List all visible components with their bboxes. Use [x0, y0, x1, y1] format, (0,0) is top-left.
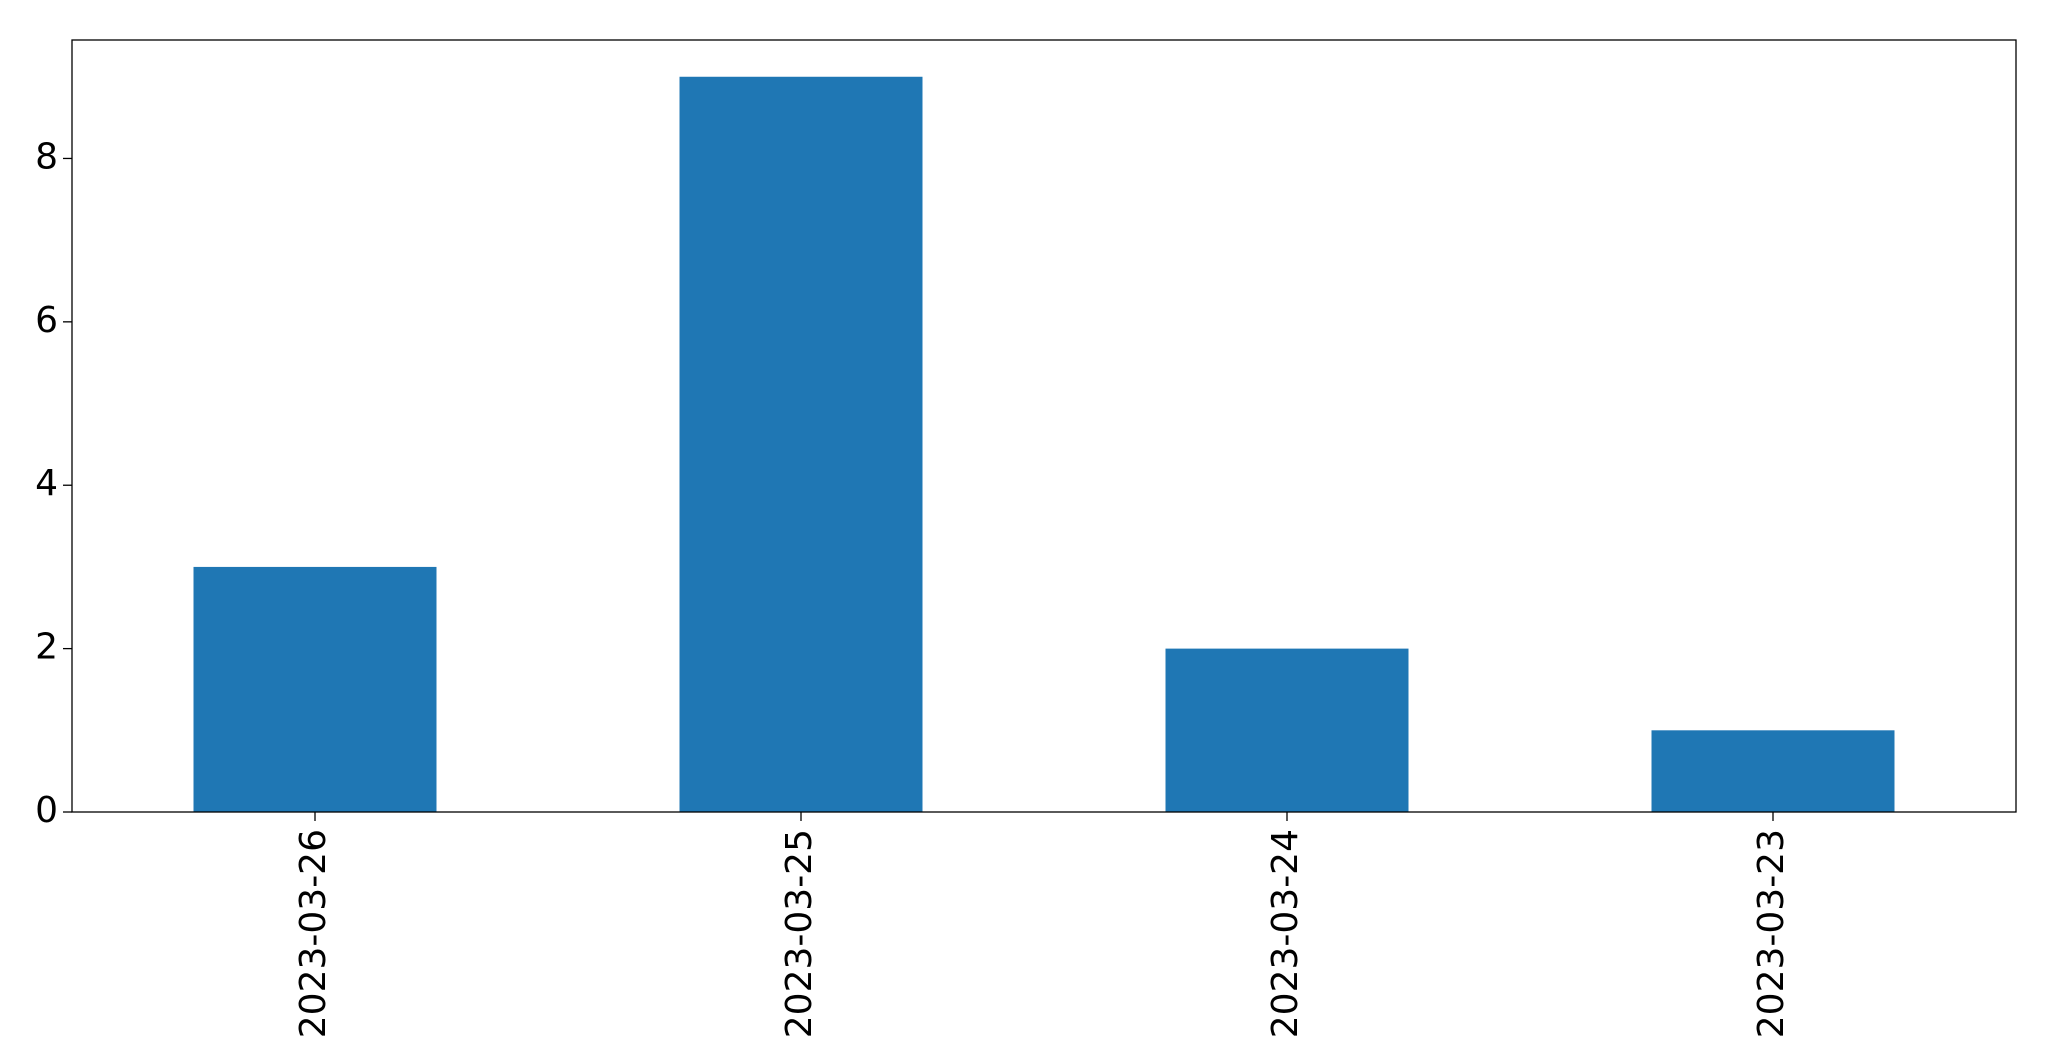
y-tick-label: 2 [35, 627, 58, 668]
y-tick-label: 0 [35, 790, 58, 831]
bar-2023-03-25 [679, 76, 923, 812]
x-axis: 2023-03-26 2023-03-25 2023-03-24 2023-03-23 [293, 812, 1792, 1038]
plot-frame [71, 39, 2017, 813]
x-tick-label: 2023-03-25 [779, 829, 820, 1038]
x-tick-label: 2023-03-26 [293, 829, 334, 1038]
y-tick-label: 4 [35, 463, 58, 504]
x-tick-label: 2023-03-24 [1265, 829, 1306, 1038]
bar-2023-03-23 [1651, 730, 1895, 812]
bars-group [193, 76, 1895, 812]
y-tick-label: 8 [35, 136, 58, 177]
bar-2023-03-24 [1165, 648, 1409, 812]
y-tick-label: 6 [35, 300, 58, 341]
bar-2023-03-26 [193, 566, 437, 812]
y-axis: 0 2 4 6 8 [35, 136, 72, 831]
x-tick-label: 2023-03-23 [1751, 829, 1792, 1038]
